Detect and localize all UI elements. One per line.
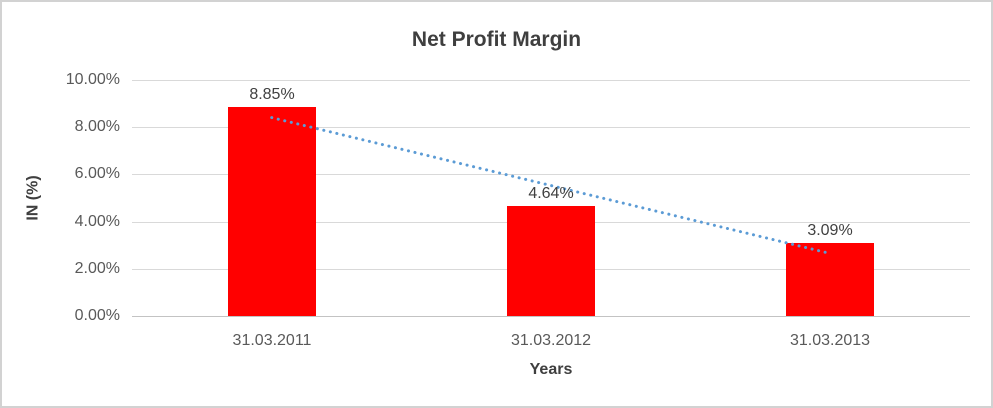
bar — [228, 107, 316, 316]
chart-title: Net Profit Margin — [411, 28, 582, 51]
bar — [507, 206, 595, 316]
y-axis-tick-labels: 0.00% 2.00% 4.00% 6.00% 8.00% 10.00% — [2, 71, 120, 324]
plot-area: 8.85% 4.64% 3.09% — [132, 80, 970, 317]
gridline — [132, 174, 970, 175]
x-axis-title: Years — [529, 361, 573, 378]
y-tick-label: 10.00% — [65, 71, 120, 88]
y-tick-label: 2.00% — [74, 260, 120, 277]
x-axis-line — [132, 316, 970, 317]
y-tick-label: 6.00% — [74, 165, 120, 182]
gridline — [132, 127, 970, 128]
trendline — [270, 116, 832, 255]
trendline-path — [270, 116, 832, 255]
x-axis-tick-labels: 31.03.2011 31.03.2012 31.03.2013 — [132, 332, 970, 352]
data-label: 3.09% — [807, 222, 853, 239]
gridline — [132, 80, 970, 81]
y-tick-label: 8.00% — [74, 118, 120, 135]
bar — [786, 243, 874, 316]
y-tick-label: 4.00% — [74, 213, 120, 230]
data-label: 8.85% — [249, 86, 295, 103]
y-tick-label: 0.00% — [74, 307, 120, 324]
x-tick-label: 31.03.2012 — [510, 332, 592, 349]
data-label: 4.64% — [528, 185, 574, 202]
x-tick-label: 31.03.2011 — [232, 332, 312, 349]
x-tick-label: 31.03.2013 — [789, 332, 871, 349]
